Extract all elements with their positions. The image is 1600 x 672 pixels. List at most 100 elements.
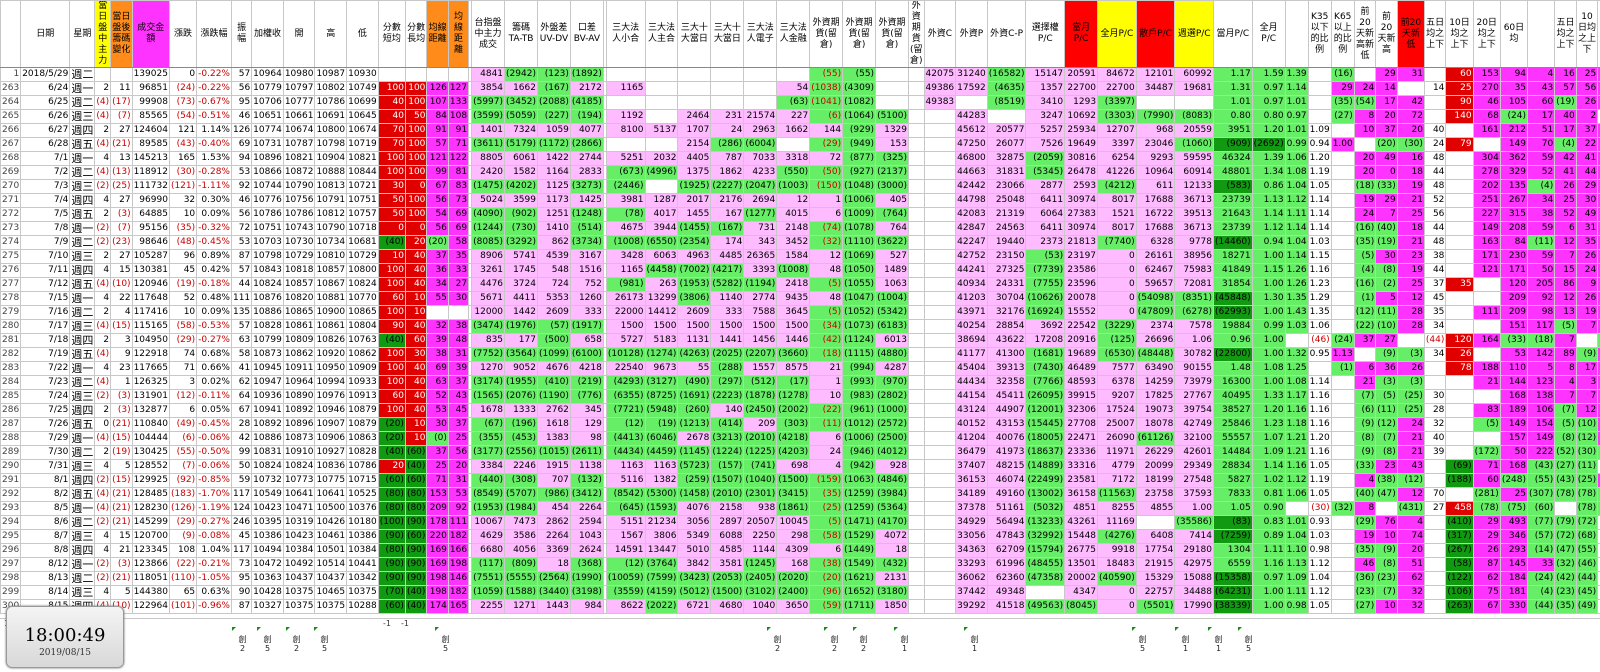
data-cell[interactable]: 10375 — [347, 586, 379, 600]
data-cell[interactable]: 99908 — [132, 96, 169, 110]
data-cell[interactable]: 7578 — [1175, 320, 1214, 334]
data-cell[interactable]: (1015) — [537, 446, 570, 460]
data-cell[interactable]: 58 — [231, 348, 251, 362]
weekday-cell[interactable]: 週五 — [70, 208, 95, 222]
data-cell[interactable]: 10844 — [347, 166, 379, 180]
data-cell[interactable]: -0.32% — [197, 222, 232, 236]
data-cell[interactable]: (29) — [810, 138, 843, 152]
data-cell[interactable]: 130381 — [132, 264, 169, 278]
data-cell[interactable]: 23 — [1397, 250, 1424, 264]
data-cell[interactable]: 37 — [1424, 278, 1445, 292]
data-cell[interactable]: 4233 — [744, 166, 777, 180]
date-cell[interactable]: 7/1 — [21, 152, 70, 166]
data-cell[interactable]: 3842 — [678, 558, 711, 572]
data-cell[interactable]: 50 — [405, 110, 426, 124]
data-cell[interactable]: (949) — [843, 138, 876, 152]
data-cell[interactable]: 10645 — [347, 110, 379, 124]
data-cell[interactable]: -0.06% — [197, 432, 232, 446]
data-cell[interactable] — [909, 208, 925, 222]
data-cell[interactable]: 10363 — [252, 572, 284, 586]
data-cell[interactable]: 10 — [1376, 530, 1397, 544]
data-cell[interactable]: 182 — [448, 586, 468, 600]
data-cell[interactable] — [1446, 124, 1473, 138]
data-cell[interactable]: 123866 — [132, 558, 169, 572]
data-cell[interactable]: (30) — [1308, 502, 1331, 516]
data-cell[interactable]: 2 — [95, 446, 111, 460]
data-cell[interactable]: 39513 — [1175, 208, 1214, 222]
data-cell[interactable]: 17 — [1528, 110, 1555, 124]
data-cell[interactable]: 23739 — [1214, 194, 1253, 208]
data-cell[interactable]: 220 — [427, 530, 448, 544]
data-cell[interactable]: 110 — [1500, 362, 1527, 376]
data-cell[interactable]: 27767 — [1175, 390, 1214, 404]
data-cell[interactable]: 1.20 — [1308, 432, 1331, 446]
data-cell[interactable]: 59657 — [1136, 278, 1175, 292]
data-cell[interactable]: 32 — [169, 194, 196, 208]
weekday-cell[interactable]: 週二 — [70, 572, 95, 586]
data-cell[interactable]: 28834 — [1214, 460, 1253, 474]
data-cell[interactable]: 315 — [1500, 208, 1527, 222]
data-cell[interactable]: -0.06% — [197, 460, 232, 474]
data-cell[interactable]: 146 — [448, 572, 468, 586]
data-cell[interactable]: 3981 — [606, 194, 645, 208]
data-cell[interactable]: 4 — [1528, 68, 1555, 82]
data-cell[interactable] — [777, 68, 810, 82]
data-cell[interactable]: (16) — [1354, 222, 1375, 236]
data-cell[interactable]: (3611) — [472, 138, 505, 152]
data-cell[interactable]: (3452) — [505, 96, 538, 110]
data-cell[interactable] — [1136, 96, 1175, 110]
data-cell[interactable]: 9 — [1576, 278, 1597, 292]
data-cell[interactable]: 118912 — [132, 166, 169, 180]
data-cell[interactable]: 42752 — [956, 250, 988, 264]
data-cell[interactable]: 36 — [1376, 362, 1397, 376]
data-cell[interactable] — [1331, 306, 1354, 320]
data-cell[interactable]: 10790 — [315, 222, 347, 236]
data-cell[interactable]: 10423 — [283, 530, 315, 544]
data-cell[interactable]: 1.17 — [1214, 68, 1253, 82]
data-cell[interactable]: 10706 — [252, 96, 284, 110]
data-cell[interactable] — [1331, 404, 1354, 418]
data-cell[interactable]: (902) — [505, 208, 538, 222]
data-cell[interactable]: 227 — [777, 110, 810, 124]
data-cell[interactable]: (2) — [95, 390, 111, 404]
data-cell[interactable]: 1662 — [777, 124, 810, 138]
data-cell[interactable]: 3692 — [1026, 320, 1065, 334]
data-cell[interactable]: 72081 — [1175, 278, 1214, 292]
data-cell[interactable]: 174 — [427, 600, 448, 614]
data-cell[interactable]: 1.35 — [1308, 306, 1331, 320]
data-cell[interactable]: 22 — [1576, 138, 1597, 152]
data-cell[interactable] — [1331, 432, 1354, 446]
data-cell[interactable]: -1.11% — [197, 180, 232, 194]
data-cell[interactable]: (10) — [111, 278, 132, 292]
data-cell[interactable]: 72 — [1397, 110, 1424, 124]
data-cell[interactable]: 120 — [1500, 278, 1527, 292]
data-cell[interactable]: 2877 — [1026, 180, 1065, 194]
row-number[interactable]: 297 — [1, 558, 21, 572]
data-cell[interactable] — [1331, 600, 1354, 614]
data-cell[interactable]: 45 — [448, 404, 468, 418]
data-cell[interactable]: (6004) — [744, 138, 777, 152]
data-cell[interactable]: 50 — [1500, 446, 1527, 460]
data-cell[interactable]: 117 — [1528, 320, 1555, 334]
data-cell[interactable]: 21 — [1397, 236, 1424, 250]
data-cell[interactable] — [924, 166, 956, 180]
data-cell[interactable]: (6355) — [606, 390, 645, 404]
data-cell[interactable]: 3428 — [606, 250, 645, 264]
data-cell[interactable]: (1245) — [744, 558, 777, 572]
data-cell[interactable] — [1424, 530, 1445, 544]
data-cell[interactable] — [924, 278, 956, 292]
row-number[interactable]: 291 — [1, 474, 21, 488]
data-cell[interactable]: (172) — [1473, 446, 1500, 460]
data-cell[interactable]: 43 — [1397, 460, 1424, 474]
data-cell[interactable]: 787 — [711, 152, 744, 166]
data-cell[interactable] — [1308, 68, 1331, 82]
data-cell[interactable]: 10920 — [315, 348, 347, 362]
data-cell[interactable]: 34 — [1424, 348, 1445, 362]
data-cell[interactable]: (69) — [1446, 460, 1473, 474]
data-cell[interactable]: (96) — [810, 586, 843, 600]
data-cell[interactable]: (2) — [95, 222, 111, 236]
data-cell[interactable]: 1.06 — [1175, 334, 1214, 348]
data-cell[interactable]: 10045 — [777, 516, 810, 530]
